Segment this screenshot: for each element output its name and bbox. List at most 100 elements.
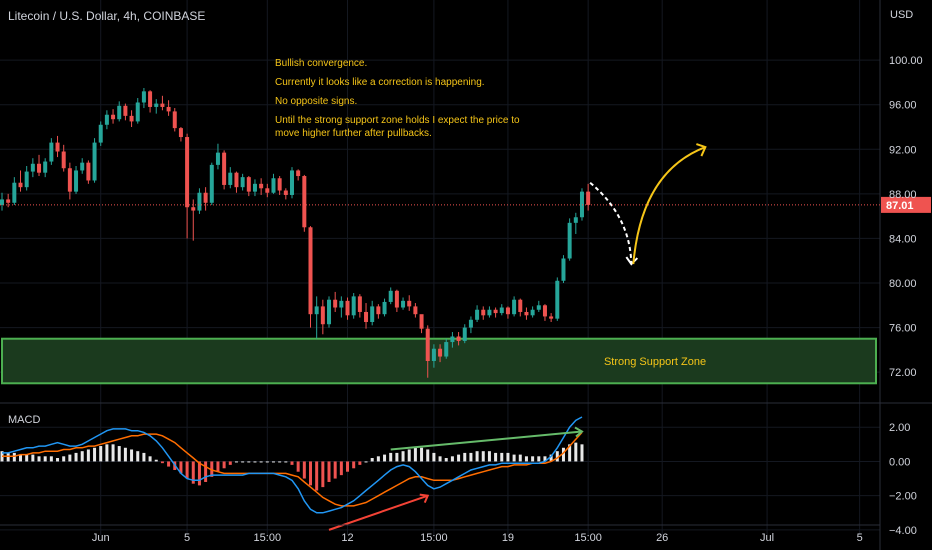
candle-body bbox=[283, 190, 288, 195]
histogram-bar bbox=[339, 461, 343, 476]
candle-body bbox=[92, 142, 97, 181]
price-arrows bbox=[589, 143, 707, 266]
candle-body bbox=[104, 114, 109, 125]
candle-body bbox=[234, 172, 239, 188]
histogram-bar bbox=[580, 444, 584, 462]
candle-body bbox=[555, 280, 560, 319]
histogram-bar bbox=[31, 454, 35, 462]
candle-body bbox=[487, 309, 492, 316]
histogram-bar bbox=[487, 451, 491, 462]
candle-body bbox=[530, 309, 535, 316]
candle-body bbox=[481, 309, 486, 316]
correction-arrow bbox=[589, 181, 633, 265]
histogram-bar bbox=[216, 461, 220, 472]
candle-body bbox=[86, 162, 91, 181]
histogram-bar bbox=[86, 449, 90, 462]
histogram-bar bbox=[469, 452, 473, 462]
support-zone: Strong Support Zone bbox=[1, 337, 877, 385]
candle-body bbox=[172, 111, 177, 129]
candle-body bbox=[289, 170, 294, 195]
candle-body bbox=[351, 296, 356, 316]
histogram-bar bbox=[167, 461, 171, 467]
histogram-bar bbox=[6, 452, 10, 462]
histogram-bar bbox=[49, 456, 53, 462]
candle-body bbox=[364, 311, 369, 322]
candle-body bbox=[209, 164, 214, 203]
histogram-bar bbox=[309, 461, 312, 486]
candle-body bbox=[394, 290, 399, 308]
histogram-bar bbox=[93, 447, 97, 462]
candle-body bbox=[185, 137, 190, 208]
x-tick-label: 26 bbox=[656, 532, 668, 544]
candle-body bbox=[252, 183, 257, 192]
x-tick-label: 19 bbox=[502, 532, 514, 544]
candle-body bbox=[438, 348, 443, 357]
candle-body bbox=[246, 177, 251, 192]
annotation-line: Currently it looks like a correction is … bbox=[275, 77, 485, 88]
candle-body bbox=[345, 300, 350, 316]
candle-body bbox=[178, 128, 183, 138]
histogram-bar bbox=[222, 461, 226, 469]
candle-body bbox=[419, 314, 424, 329]
candle-body bbox=[524, 311, 529, 316]
histogram-bar bbox=[518, 454, 522, 462]
candle-body bbox=[536, 305, 541, 310]
histogram-bar bbox=[234, 461, 238, 463]
candle-body bbox=[129, 115, 134, 122]
candle-body bbox=[30, 163, 35, 172]
histogram-bar bbox=[25, 454, 29, 462]
histogram-bar bbox=[537, 456, 541, 462]
histogram-bar bbox=[302, 461, 306, 479]
candle-body bbox=[567, 222, 572, 259]
candle-body bbox=[382, 301, 387, 315]
candle-body bbox=[376, 306, 381, 315]
y-tick-label: 72.00 bbox=[889, 367, 917, 379]
histogram-bar bbox=[19, 454, 23, 462]
histogram-bar bbox=[432, 452, 436, 462]
histogram-bar bbox=[271, 461, 275, 463]
macd-tick-label: 0.00 bbox=[889, 456, 910, 468]
candle-body bbox=[154, 103, 159, 107]
candle-body bbox=[111, 114, 116, 120]
x-tick-label: Jul bbox=[760, 532, 774, 544]
candle-body bbox=[413, 306, 418, 315]
candle-body bbox=[339, 300, 344, 308]
histogram-bar bbox=[43, 456, 47, 462]
candle-body bbox=[43, 161, 48, 173]
macd-tick-label: 2.00 bbox=[889, 422, 910, 434]
y-tick-label: 88.00 bbox=[889, 189, 917, 201]
histogram-bar bbox=[333, 461, 337, 479]
histogram-bar bbox=[99, 446, 103, 462]
convergence-line-green bbox=[390, 430, 583, 451]
candle-body bbox=[148, 91, 153, 107]
candle-body bbox=[549, 316, 554, 319]
candle-body bbox=[6, 199, 11, 203]
chart-title: Litecoin / U.S. Dollar, 4h, COINBASE bbox=[8, 9, 206, 23]
candle-body bbox=[240, 177, 245, 188]
histogram-bar bbox=[383, 454, 387, 462]
histogram-bar bbox=[364, 461, 368, 463]
histogram-bar bbox=[228, 461, 232, 465]
histogram-bar bbox=[426, 449, 430, 462]
candle-body bbox=[333, 299, 338, 308]
histogram-bar bbox=[457, 454, 461, 462]
histogram-bar bbox=[346, 461, 350, 472]
candle-body bbox=[203, 192, 208, 203]
histogram-bar bbox=[111, 444, 115, 462]
histogram-bar bbox=[500, 452, 504, 462]
candle-body bbox=[450, 336, 455, 343]
candle-body bbox=[444, 342, 449, 357]
histogram-bar bbox=[241, 461, 245, 463]
x-tick-label: 5 bbox=[184, 532, 190, 544]
histogram-bar bbox=[80, 451, 84, 462]
histogram-bar bbox=[265, 461, 269, 463]
candle-body bbox=[579, 191, 584, 218]
price-candles bbox=[0, 88, 591, 378]
histogram-bar bbox=[56, 458, 60, 462]
candle-body bbox=[573, 217, 578, 223]
histogram-bar bbox=[506, 452, 510, 462]
candle-body bbox=[308, 227, 313, 315]
histogram-bar bbox=[370, 458, 374, 462]
